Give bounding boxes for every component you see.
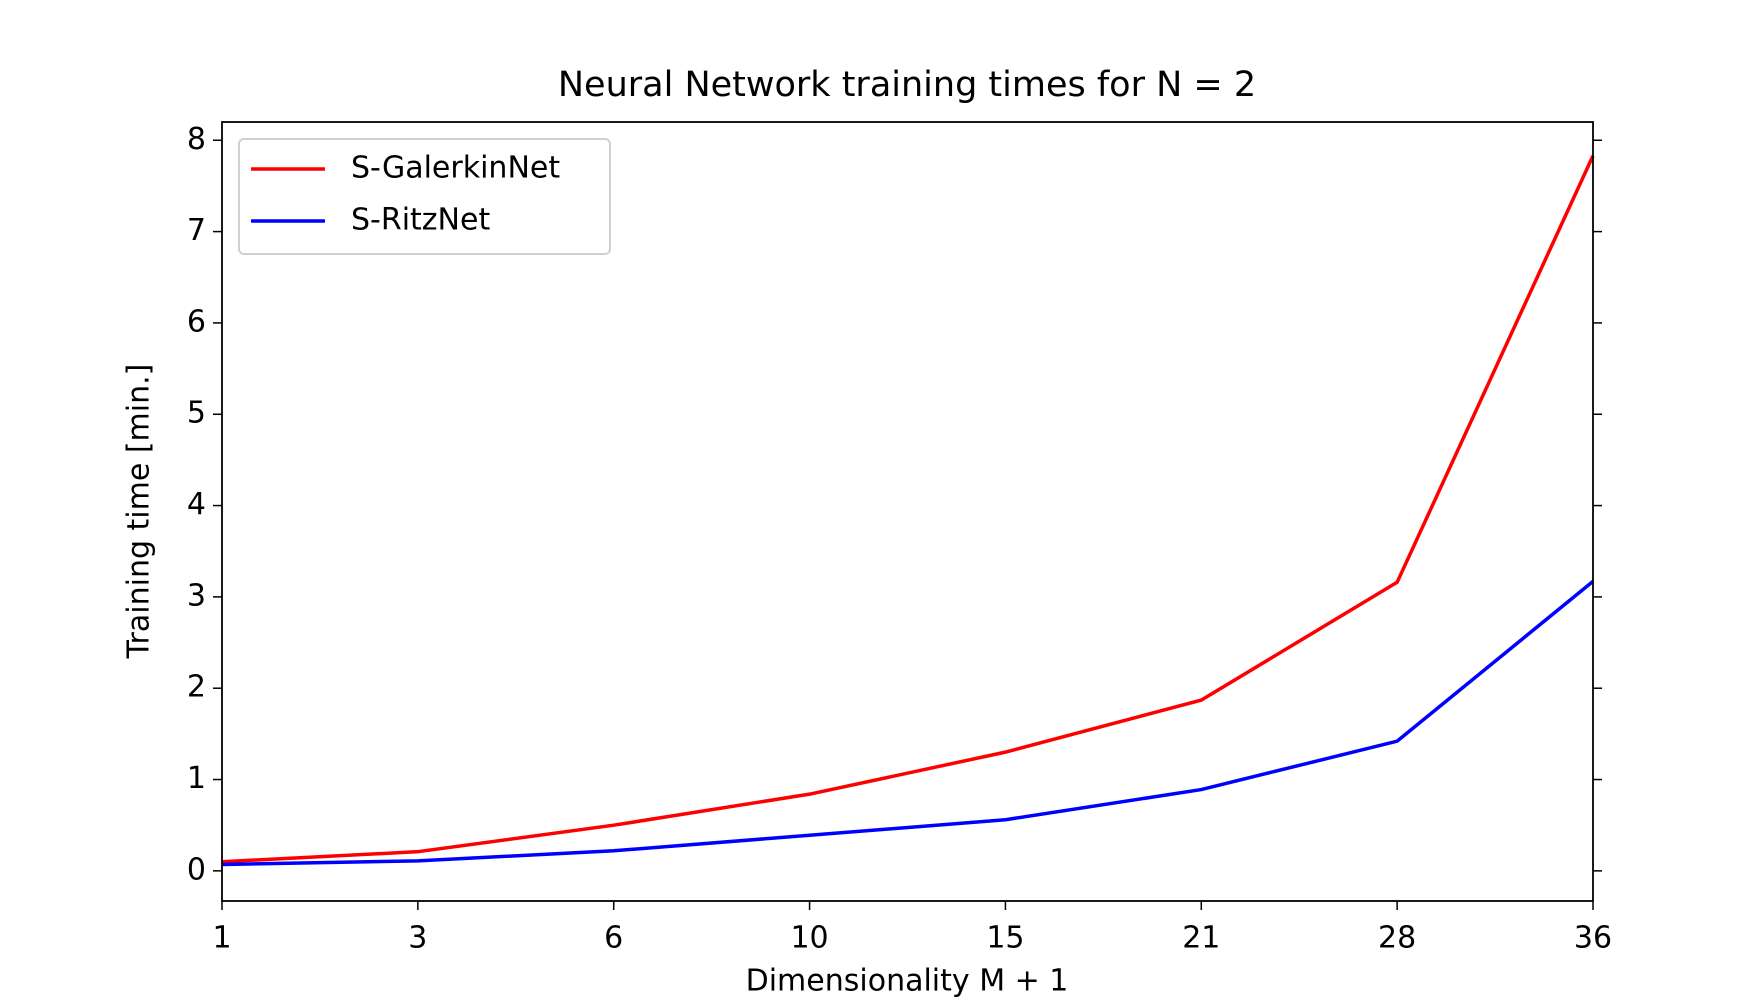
y-axis-label: Training time [min.] <box>122 364 157 660</box>
y-tick-label: 8 <box>187 122 206 157</box>
legend-label: S-RitzNet <box>351 203 490 238</box>
y-tick-label: 4 <box>187 487 206 522</box>
y-tick-label: 5 <box>187 396 206 431</box>
chart-title: Neural Network training times for N = 2 <box>558 65 1256 105</box>
x-tick-label: 10 <box>790 921 828 956</box>
y-tick-label: 3 <box>187 578 206 613</box>
y-tick-label: 0 <box>187 852 206 887</box>
x-tick-label: 3 <box>408 921 427 956</box>
x-tick-label: 21 <box>1182 921 1220 956</box>
y-tick-label: 1 <box>187 761 206 796</box>
x-axis-label: Dimensionality M + 1 <box>746 964 1069 999</box>
plot-frame <box>221 121 1594 902</box>
data-line <box>221 580 1595 867</box>
x-tick-label: 1 <box>212 921 231 956</box>
data-line <box>221 155 1595 864</box>
legend-box <box>238 138 611 255</box>
x-tick-label: 36 <box>1574 921 1612 956</box>
y-tick-label: 2 <box>187 670 206 705</box>
x-tick-label: 6 <box>604 921 623 956</box>
legend-label: S-GalerkinNet <box>351 151 560 186</box>
y-tick-label: 6 <box>187 304 206 339</box>
y-tick-label: 7 <box>187 213 206 248</box>
x-tick-label: 28 <box>1378 921 1416 956</box>
x-tick-label: 15 <box>986 921 1024 956</box>
